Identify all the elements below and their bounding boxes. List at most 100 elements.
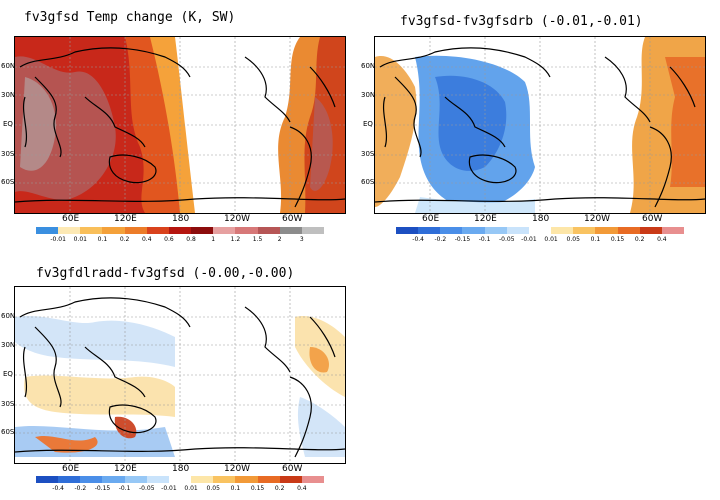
colorbar-swatch (80, 227, 103, 234)
lat-label: 60S (1, 428, 15, 436)
colorbar (396, 227, 685, 234)
colorbar-swatch (235, 476, 258, 483)
colorbar-tick-label: 0.1 (590, 236, 601, 243)
lon-label: 180 (172, 464, 190, 474)
colorbar-tick-label: 1.5 (252, 236, 263, 243)
colorbar-tick-label: 0.01 (184, 485, 198, 492)
lon-label: 60W (282, 464, 303, 474)
lat-label: 60S (1, 178, 15, 186)
colorbar-tick-label: -0.1 (118, 485, 131, 492)
colorbar-swatch (573, 227, 596, 234)
colorbar-swatch (146, 227, 169, 234)
colorbar-tick-label: -0.01 (50, 236, 66, 243)
colorbar-tick-label: 0.4 (141, 236, 152, 243)
colorbar-tick-label: 0.1 (230, 485, 241, 492)
colorbar-swatch (639, 227, 662, 234)
lat-label: 30N (1, 341, 16, 349)
colorbar-tick-label: 0.05 (206, 485, 220, 492)
panel-title: fv3gfsd-fv3gfsdrb (-0.01,-0.01) (400, 14, 643, 29)
colorbar-tick-label: 0.1 (97, 236, 108, 243)
colorbar-swatch (440, 227, 463, 234)
colorbar-swatch (235, 227, 258, 234)
colorbar-swatch (102, 476, 125, 483)
colorbar-swatch (301, 227, 325, 234)
lat-label: 30S (1, 400, 15, 408)
colorbar-swatch (551, 227, 574, 234)
map-diff-drb (374, 36, 706, 214)
colorbar-swatch (418, 227, 441, 234)
colorbar-tick-label: 1 (211, 236, 216, 243)
colorbar (36, 476, 325, 483)
colorbar-tick-label: -0.01 (161, 485, 177, 492)
colorbar-tick-label: 0.2 (119, 236, 130, 243)
lat-label: EQ (363, 120, 373, 128)
colorbar-swatch (102, 227, 125, 234)
lat-label: EQ (3, 370, 13, 378)
colorbar-swatch (80, 476, 103, 483)
lat-label: 60N (1, 62, 16, 70)
lon-label: 180 (172, 214, 190, 224)
colorbar-swatch (191, 476, 214, 483)
colorbar-swatch (595, 227, 618, 234)
colorbar-swatch (36, 227, 59, 234)
colorbar-tick-label: 0.4 (297, 485, 307, 492)
colorbar-swatch (661, 227, 685, 234)
colorbar-tick-label: 3 (299, 236, 304, 243)
colorbar-tick-label: -0.15 (94, 485, 111, 492)
colorbar-tick-label: 0.05 (566, 236, 580, 243)
colorbar-tick-label: -0.1 (478, 236, 491, 243)
lat-label: 30S (1, 150, 15, 158)
colorbar-swatch (58, 227, 81, 234)
map-sw-temp-change (14, 36, 346, 214)
colorbar-swatch (36, 476, 59, 483)
colorbar-swatch (191, 227, 214, 234)
map-diff-gfdlradd (14, 286, 346, 464)
colorbar-tick-label: 0.01 (73, 236, 87, 243)
lat-label: EQ (3, 120, 13, 128)
lon-label: 180 (532, 214, 550, 224)
colorbar-swatch (58, 476, 81, 483)
lon-label: 60E (62, 464, 80, 474)
colorbar-tick-label: 0.15 (250, 485, 265, 492)
colorbar-tick-label: 0.2 (274, 485, 285, 492)
colorbar-swatch (396, 227, 419, 234)
colorbar-swatch (484, 227, 507, 234)
colorbar-tick-label: -0.01 (521, 236, 537, 243)
colorbar-tick-label: -0.05 (499, 236, 515, 243)
colorbar-swatch (528, 227, 552, 234)
colorbar-tick-label: -0.4 (52, 485, 64, 492)
lat-label: 30N (1, 91, 16, 99)
colorbar-swatch (213, 227, 236, 234)
colorbar-swatch (279, 227, 302, 234)
colorbar-swatch (257, 227, 280, 234)
map-field (15, 287, 345, 463)
colorbar-swatch (279, 476, 302, 483)
colorbar-tick-label: -0.2 (434, 236, 447, 243)
colorbar-swatch (168, 227, 192, 234)
lon-label: 60W (642, 214, 663, 224)
panel-title: fv3gfdlradd-fv3gfsd (-0.00,-0.00) (36, 266, 295, 281)
colorbar-swatch (146, 476, 169, 483)
colorbar-tick-label: -0.15 (454, 236, 471, 243)
colorbar-swatch (506, 227, 529, 234)
colorbar-swatch (462, 227, 485, 234)
lat-label: 30S (361, 150, 375, 158)
colorbar-swatch (617, 227, 640, 234)
map-field (15, 37, 345, 213)
colorbar-tick-label: 0.15 (610, 236, 625, 243)
lon-label: 60E (422, 214, 440, 224)
lon-label: 120E (474, 214, 497, 224)
lon-label: 120W (584, 214, 611, 224)
map-field (375, 37, 705, 213)
colorbar-tick-label: 1.2 (230, 236, 241, 243)
lon-label: 120E (114, 214, 137, 224)
lat-label: 60S (361, 178, 375, 186)
lon-label: 120E (114, 464, 137, 474)
colorbar-tick-label: -0.4 (412, 236, 424, 243)
panel-title: fv3gfsd Temp change (K, SW) (24, 10, 236, 25)
colorbar-tick-label: 0.2 (634, 236, 645, 243)
colorbar-swatch (213, 476, 236, 483)
colorbar-swatch (257, 476, 280, 483)
lon-label: 120W (224, 464, 251, 474)
colorbar-tick-label: 0.4 (657, 236, 667, 243)
